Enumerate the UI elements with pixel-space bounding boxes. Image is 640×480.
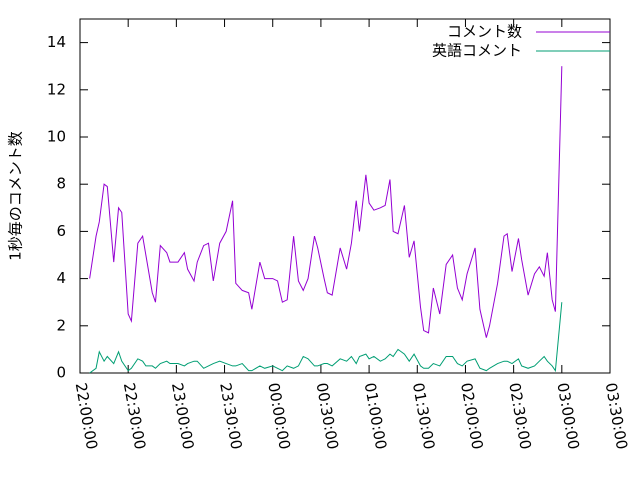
x-tick-label: 01:00:00 [361,381,390,450]
data-line [89,302,563,374]
y-tick-label: 10 [47,128,66,146]
x-tick-label: 03:30:00 [602,381,631,450]
data-line [89,66,563,338]
y-tick-label: 14 [47,33,66,51]
legend-label: 英語コメント [432,42,522,60]
x-tick-label: 00:00:00 [264,381,293,450]
y-axis-label: 1秒毎のコメント数 [7,131,25,261]
x-tick-label: 00:30:00 [313,381,342,450]
plot-frame [79,18,611,374]
y-tick-label: 8 [56,175,66,193]
x-tick-label: 01:30:00 [409,381,438,450]
x-tick-label: 03:00:00 [553,381,582,450]
y-tick-label: 12 [47,80,66,98]
x-tick-label: 22:30:00 [120,381,149,450]
x-tick-label: 23:30:00 [216,381,245,450]
y-tick-label: 4 [56,269,66,287]
x-tick-label: 23:00:00 [168,381,197,450]
y-tick-label: 6 [56,222,66,240]
y-tick-label: 2 [56,316,66,334]
y-tick-label: 0 [56,364,66,382]
x-tick-label: 02:00:00 [457,381,486,450]
x-tick-label: 02:30:00 [505,381,534,450]
x-tick-label: 22:00:00 [72,381,101,450]
legend-label: コメント数 [447,23,522,41]
